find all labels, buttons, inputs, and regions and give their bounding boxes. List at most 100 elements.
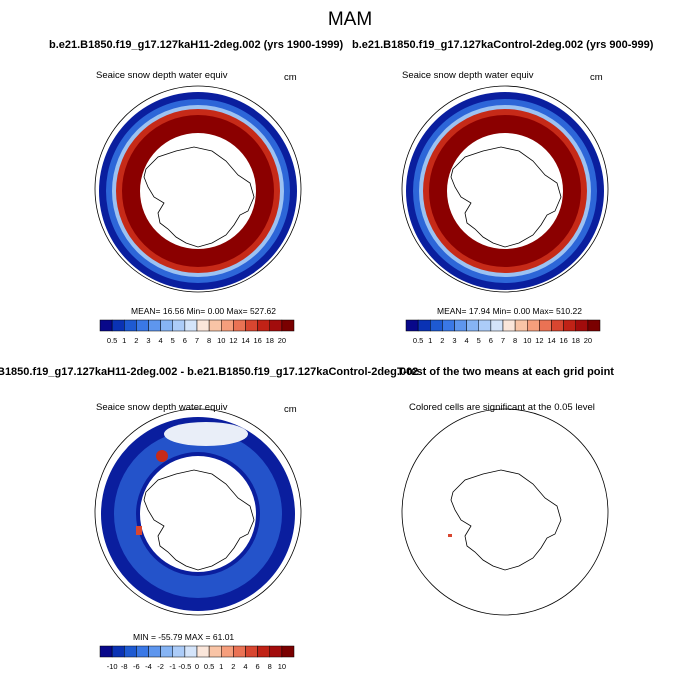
difference-title: B1850.f19_g17.127kaH11-2deg.002 - b.e21.… bbox=[0, 366, 418, 378]
panel-b-stats: MEAN= 17.94 Min= 0.00 Max= 510.22 bbox=[437, 306, 582, 316]
panel-c-colorbar-tick-label: -1 bbox=[169, 662, 176, 671]
panel-c-max-label: MAX = bbox=[185, 632, 211, 642]
panel-b-max: 510.22 bbox=[556, 306, 582, 316]
panel-c-colorbar-swatch bbox=[246, 646, 258, 657]
panel-b-colorbar-tick-label: 4 bbox=[465, 336, 469, 345]
panel-b-colorbar-swatch bbox=[576, 320, 588, 331]
panel-a-max: 527.62 bbox=[250, 306, 276, 316]
panel-b-colorbar-tick-label: 1 bbox=[428, 336, 432, 345]
panel-b-colorbar-tick-label: 14 bbox=[547, 336, 555, 345]
panel-c-pale-patch bbox=[164, 422, 248, 446]
panel-b-colorbar-tick-label: 0.5 bbox=[413, 336, 423, 345]
panel-a-mean-label: MEAN= bbox=[131, 306, 161, 316]
panel-a-colorbar-swatch bbox=[136, 320, 148, 331]
panel-b-colorbar-labels: 0.5 1 2 3 4 5 6 7 8 10 12 14 16 18 20 bbox=[0, 336, 700, 346]
panel-b-colorbar-tick-label: 5 bbox=[477, 336, 481, 345]
panel-c-colorbar-swatch bbox=[161, 646, 173, 657]
panel-b-colorbar-swatch bbox=[479, 320, 491, 331]
panel-b-max-label: Max= bbox=[533, 306, 554, 316]
panel-b-colorbar-swatch bbox=[467, 320, 479, 331]
panel-b-colorbar-tick-label: 20 bbox=[584, 336, 592, 345]
panel-a-colorbar-swatch bbox=[246, 320, 258, 331]
panel-a-stats: MEAN= 16.56 Min= 0.00 Max= 527.62 bbox=[131, 306, 276, 316]
panel-c-colorbar-swatch bbox=[149, 646, 161, 657]
panel-a-colorbar-swatch bbox=[149, 320, 161, 331]
panel-c-colorbar-swatch bbox=[185, 646, 197, 657]
panel-c-colorbar-tick-label: 8 bbox=[268, 662, 272, 671]
panel-c-colorbar-swatch bbox=[124, 646, 136, 657]
panel-b-colorbar-tick-label: 18 bbox=[572, 336, 580, 345]
panel-b-colorbar-swatch bbox=[491, 320, 503, 331]
panel-b-colorbar-tick-label: 2 bbox=[440, 336, 444, 345]
panel-c-positive-cell bbox=[136, 526, 142, 535]
panel-a-colorbar-swatch bbox=[124, 320, 136, 331]
panel-c-colorbar-tick-label: 10 bbox=[278, 662, 286, 671]
panel-a-colorbar-swatch bbox=[282, 320, 294, 331]
panel-c-colorbar-swatch bbox=[136, 646, 148, 657]
panel-b-min: 0.00 bbox=[514, 306, 531, 316]
panel-c-stats: MIN = -55.79 MAX = 61.01 bbox=[133, 632, 234, 642]
panel-b-colorbar-swatch bbox=[539, 320, 551, 331]
panel-b-colorbar-tick-label: 3 bbox=[452, 336, 456, 345]
panel-c-colorbar-tick-label: 6 bbox=[256, 662, 260, 671]
panel-c-colorbar-swatch bbox=[209, 646, 221, 657]
panel-b-mean: 17.94 bbox=[469, 306, 490, 316]
panel-a-colorbar-swatch bbox=[185, 320, 197, 331]
panel-b-mean-label: MEAN= bbox=[437, 306, 467, 316]
panel-b-colorbar-swatch bbox=[564, 320, 576, 331]
panel-c-min: -55.79 bbox=[158, 632, 182, 642]
panel-c-colorbar-swatch bbox=[221, 646, 233, 657]
panel-c-colorbar-tick-label: 0 bbox=[195, 662, 199, 671]
panel-a-max-label: Max= bbox=[227, 306, 248, 316]
panel-b-colorbar-swatch bbox=[515, 320, 527, 331]
panel-c-colorbar-tick-label: 2 bbox=[231, 662, 235, 671]
panel-d-subtitle: Colored cells are significant at the 0.0… bbox=[409, 402, 595, 413]
panel-b-colorbar-swatch bbox=[503, 320, 515, 331]
panel-c-colorbar-swatch bbox=[100, 646, 112, 657]
panel-c-colorbar-swatch bbox=[282, 646, 294, 657]
panel-c-colorbar-tick-label: -0.5 bbox=[178, 662, 191, 671]
panel-c-max: 61.01 bbox=[213, 632, 234, 642]
panel-c-colorbar-tick-label: -2 bbox=[157, 662, 164, 671]
panel-a-colorbar-swatch bbox=[173, 320, 185, 331]
panel-c-colorbar-swatch bbox=[197, 646, 209, 657]
panel-b-colorbar-tick-label: 12 bbox=[535, 336, 543, 345]
panel-a-map bbox=[0, 0, 700, 700]
panel-c-colorbar-swatch bbox=[173, 646, 185, 657]
panel-c-colorbar-swatch bbox=[233, 646, 245, 657]
panel-a-min: 0.00 bbox=[208, 306, 225, 316]
panel-c-colorbar-swatch bbox=[112, 646, 124, 657]
panel-b-colorbar-swatch bbox=[588, 320, 600, 331]
panel-a-colorbar-swatch bbox=[112, 320, 124, 331]
panel-a-colorbar-swatch bbox=[270, 320, 282, 331]
panel-a-colorbar-swatch bbox=[233, 320, 245, 331]
panel-d-significant-cell bbox=[448, 534, 452, 537]
panel-b-colorbar-swatch bbox=[430, 320, 442, 331]
panel-b-colorbar-swatch bbox=[552, 320, 564, 331]
panel-c-colorbar-tick-label: -10 bbox=[107, 662, 118, 671]
panel-c-colorbar-tick-label: -6 bbox=[133, 662, 140, 671]
panel-c-positive-patch bbox=[156, 450, 168, 462]
panel-a-colorbar-swatch bbox=[209, 320, 221, 331]
panel-b-colorbar-swatch bbox=[442, 320, 454, 331]
panel-c-colorbar-tick-label: 4 bbox=[243, 662, 247, 671]
panel-a-mean: 16.56 bbox=[163, 306, 184, 316]
ttest-title: T-test of the two means at each grid poi… bbox=[397, 366, 614, 378]
panel-c-colorbar-tick-label: -8 bbox=[121, 662, 128, 671]
panel-a-colorbar-swatch bbox=[197, 320, 209, 331]
panel-b-colorbar-tick-label: 7 bbox=[501, 336, 505, 345]
panel-b-min-label: Min= bbox=[493, 306, 512, 316]
panel-b-colorbar-tick-label: 8 bbox=[513, 336, 517, 345]
panel-c-units: cm bbox=[284, 404, 297, 415]
panel-b-colorbar-tick-label: 6 bbox=[489, 336, 493, 345]
panel-b-colorbar-tick-label: 16 bbox=[559, 336, 567, 345]
panel-a-colorbar-swatch bbox=[100, 320, 112, 331]
panel-c-colorbar-labels: -10 -8 -6 -4 -2 -1 -0.5 0 0.5 1 2 4 6 8 10 bbox=[0, 662, 700, 672]
panel-c-colorbar-tick-label: -4 bbox=[145, 662, 152, 671]
panel-b-colorbar-swatch bbox=[455, 320, 467, 331]
panel-c-variable: Seaice snow depth water equiv bbox=[96, 402, 228, 413]
panel-a-colorbar-swatch bbox=[161, 320, 173, 331]
panel-a-min-label: Min= bbox=[187, 306, 206, 316]
panel-c-min-label: MIN = bbox=[133, 632, 156, 642]
panel-b-colorbar-swatch bbox=[527, 320, 539, 331]
